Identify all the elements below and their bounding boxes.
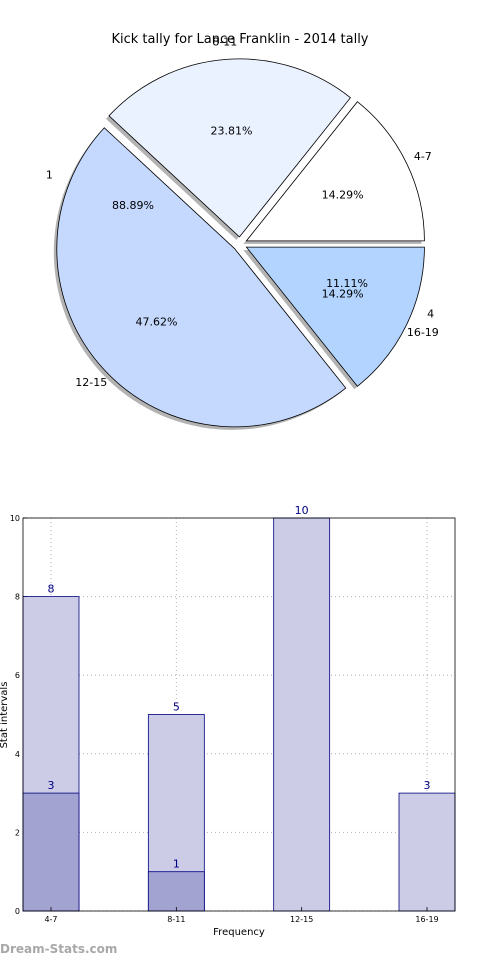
bar-value-label: 5 xyxy=(173,701,180,714)
bar-xtick-label: 12-15 xyxy=(290,915,313,924)
pie-slice-8-11 xyxy=(108,58,352,238)
pie-percent-label: 23.81% xyxy=(211,124,253,137)
bar-12-15-s0 xyxy=(273,517,331,912)
watermark-text: Dream-Stats.com xyxy=(0,942,118,956)
bar-ytick-label: 0 xyxy=(15,907,20,916)
pie-percent-label: 47.62% xyxy=(136,315,178,328)
pie-inner-percent-label: 88.89% xyxy=(112,199,154,212)
pie-category-label: 8-11 xyxy=(212,36,237,49)
pie-chart: Kick tally for Lance Franklin - 2014 tal… xyxy=(46,32,439,430)
bar-ytick-label: 2 xyxy=(15,828,20,837)
bar-ytick-label: 6 xyxy=(15,671,20,680)
pie-category-label: 16-19 xyxy=(407,326,439,339)
pie-inner-category-label: 1 xyxy=(46,169,53,182)
pie-category-label: 12-15 xyxy=(75,376,107,389)
pie-slice-16-19 xyxy=(245,246,425,387)
pie-percent-label: 14.29% xyxy=(322,287,364,300)
bar-8-11-s1 xyxy=(147,871,205,912)
pie-slice-4-7 xyxy=(245,101,425,242)
bar-ytick-label: 4 xyxy=(15,750,20,759)
pie-inner-category-label: 4 xyxy=(427,307,434,320)
bar-value-label: 3 xyxy=(48,779,55,792)
bar-16-19-s0 xyxy=(398,792,456,912)
bar-value-label: 8 xyxy=(48,583,55,596)
bar-ytick-label: 10 xyxy=(10,514,20,523)
bar-y-axis-label: Stat intervals xyxy=(0,682,10,749)
bar-4-7-s1 xyxy=(22,792,80,912)
bar-xtick-label: 8-11 xyxy=(167,915,185,924)
pie-title: Kick tally for Lance Franklin - 2014 tal… xyxy=(111,32,368,47)
bar-value-label: 1 xyxy=(173,858,180,871)
bar-plot-frame xyxy=(22,517,456,912)
bar-ytick-label: 8 xyxy=(15,593,20,602)
pie-slice-12-15 xyxy=(56,127,347,428)
bar-value-label: 3 xyxy=(424,779,431,792)
pie-percent-label: 14.29% xyxy=(322,189,364,202)
bar-chart: 0 2 4 6 8 10 8 5 10 3 3 1 4-7 8-11 12-15 16-19 Frequenc… xyxy=(0,504,456,938)
bar-xtick-label: 4-7 xyxy=(44,915,57,924)
bar-value-label: 10 xyxy=(295,504,309,517)
bar-xtick-label: 16-19 xyxy=(415,915,438,924)
pie-slices: 4-7 8-11 12-15 16-19 14.29% 23.81% 47.62% 14.29… xyxy=(46,36,439,430)
pie-inner-percent-label: 11.11% xyxy=(326,277,368,290)
pie-category-label: 4-7 xyxy=(414,150,432,163)
bar-x-axis-label: Frequency xyxy=(213,927,265,938)
bar-plot: 0 2 4 6 8 10 8 5 10 3 3 1 4-7 8-11 12-15 16-19 xyxy=(10,504,456,924)
